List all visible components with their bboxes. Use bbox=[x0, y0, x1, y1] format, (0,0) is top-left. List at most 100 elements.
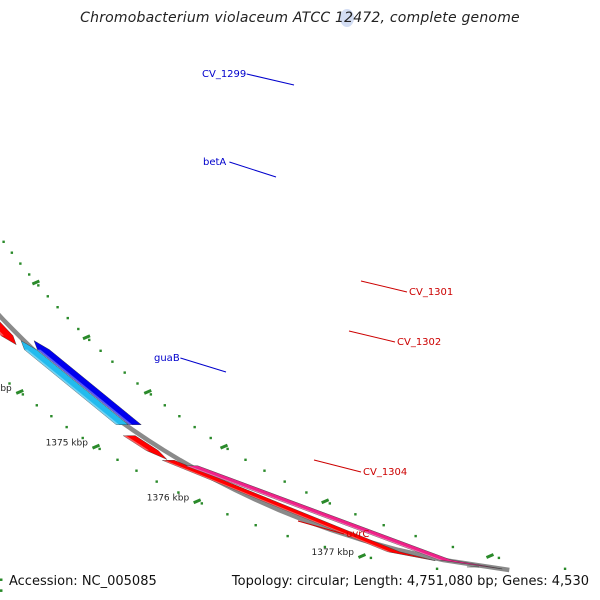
tick-dot bbox=[19, 262, 22, 265]
gene-label-guab: guaB bbox=[154, 353, 180, 364]
kbp-ticks: 1367 kbp1368 kbp1369 kbp1370 kbp1371 kbp… bbox=[0, 279, 495, 559]
right-tick-row bbox=[0, 240, 567, 592]
gene-label-uvrc: uvrC bbox=[346, 529, 369, 540]
gene-label-cv-1302: CV_1302 bbox=[397, 337, 441, 348]
major-tick-right bbox=[82, 334, 91, 341]
CV_1302-gene bbox=[0, 321, 17, 346]
uvrC-gene bbox=[185, 465, 503, 570]
gene-label-leader bbox=[229, 161, 277, 178]
tick-dot bbox=[155, 480, 158, 483]
tick-dot bbox=[135, 469, 138, 472]
major-tick-left bbox=[91, 443, 101, 450]
tick-dot bbox=[50, 415, 53, 418]
tick-dot bbox=[451, 545, 455, 549]
gene-feature bbox=[122, 435, 168, 460]
gene-label-cv-1301: CV_1301 bbox=[409, 287, 453, 298]
gene-highlight bbox=[24, 349, 120, 425]
major-tick-right bbox=[31, 279, 40, 286]
tick-dot bbox=[193, 425, 196, 429]
tick-dot bbox=[209, 436, 212, 440]
tick-dot bbox=[254, 524, 257, 527]
sequence-backbone bbox=[0, 312, 510, 573]
tick-dot bbox=[286, 534, 289, 538]
tick-dot bbox=[88, 338, 91, 342]
tick-dot bbox=[323, 545, 327, 549]
backbone-line bbox=[0, 312, 510, 573]
tick-dot bbox=[27, 273, 31, 276]
CV_1304-gene bbox=[162, 460, 436, 561]
tick-dot bbox=[66, 316, 69, 320]
selection-marker bbox=[340, 9, 354, 27]
tick-dot bbox=[81, 436, 84, 440]
kbp-tick-label: 1377 kbp bbox=[312, 548, 355, 558]
gene-label-leader bbox=[348, 330, 396, 343]
tick-dot bbox=[116, 458, 119, 461]
tick-dot bbox=[226, 447, 229, 451]
major-tick-left bbox=[357, 553, 367, 559]
tick-dot bbox=[369, 556, 373, 560]
gene-highlight bbox=[37, 349, 133, 425]
guaB-gene bbox=[33, 340, 142, 425]
tick-dot bbox=[21, 393, 25, 396]
left-tick-row bbox=[0, 382, 439, 592]
tick-dot bbox=[354, 513, 357, 516]
gene-label-leader bbox=[297, 520, 345, 535]
kbp-tick-label: 1376 kbp bbox=[147, 493, 190, 503]
tick-dot bbox=[35, 404, 38, 407]
tick-dot bbox=[305, 491, 308, 494]
gene-features bbox=[0, 9, 503, 570]
kbp-tick-label: 1375 kbp bbox=[46, 439, 89, 449]
tick-dot bbox=[98, 447, 101, 451]
tick-dot bbox=[10, 251, 14, 254]
summary-text: Topology: circular; Length: 4,751,080 bp… bbox=[231, 574, 589, 589]
gene-labels: CV_1299 betA CV_1301 CV_1302 guaB CV_1304 uvrC bbox=[154, 69, 453, 540]
tick-dot bbox=[283, 480, 286, 483]
accession-text: Accession: NC_005085 bbox=[9, 574, 157, 589]
gene-label-leader bbox=[313, 459, 362, 473]
gene-label-cv-1299: CV_1299 bbox=[202, 69, 246, 80]
major-tick-right bbox=[485, 553, 495, 559]
tick-dot bbox=[0, 578, 3, 581]
tick-dot bbox=[0, 589, 3, 592]
tick-dot bbox=[46, 295, 49, 298]
gene-highlight bbox=[162, 460, 391, 552]
tick-dot bbox=[497, 556, 501, 560]
gene-label-leader bbox=[246, 73, 295, 86]
major-tick-right bbox=[219, 443, 229, 450]
major-tick-right bbox=[321, 498, 330, 505]
tick-dot bbox=[178, 415, 181, 418]
tick-dot bbox=[37, 284, 40, 287]
tick-dot bbox=[163, 404, 166, 407]
tick-dot bbox=[328, 502, 332, 505]
gene-label-leader bbox=[360, 280, 408, 293]
map-title: Chromobacterium violaceum ATCC 12472, co… bbox=[80, 10, 520, 26]
tick-dot bbox=[263, 469, 266, 472]
kbp-tick-label: 1374 kbp bbox=[0, 384, 12, 394]
gene-highlight bbox=[0, 331, 4, 336]
tick-dot bbox=[111, 360, 114, 363]
tick-dot bbox=[149, 393, 153, 396]
tick-dot bbox=[77, 327, 80, 331]
gene-highlight bbox=[185, 465, 443, 560]
tick-dot bbox=[563, 567, 567, 570]
gene-highlight bbox=[123, 435, 150, 451]
major-tick-left bbox=[193, 498, 202, 505]
tick-dot bbox=[226, 513, 229, 516]
gene-feature bbox=[20, 340, 129, 425]
tick-dot bbox=[200, 502, 204, 505]
tick-dot bbox=[56, 306, 59, 309]
tick-dot bbox=[177, 491, 180, 494]
gene-label-leader bbox=[180, 357, 227, 373]
major-tick-right bbox=[143, 389, 152, 395]
tick-dot bbox=[65, 425, 68, 429]
tick-dot bbox=[123, 371, 126, 374]
tick-dot bbox=[435, 567, 439, 570]
tick-dot bbox=[136, 382, 139, 385]
tick-dot bbox=[99, 349, 102, 352]
tick-dot bbox=[8, 382, 11, 385]
tick-dot-rows bbox=[0, 240, 567, 592]
tick-dot bbox=[244, 458, 247, 461]
major-tick-left bbox=[15, 389, 24, 395]
